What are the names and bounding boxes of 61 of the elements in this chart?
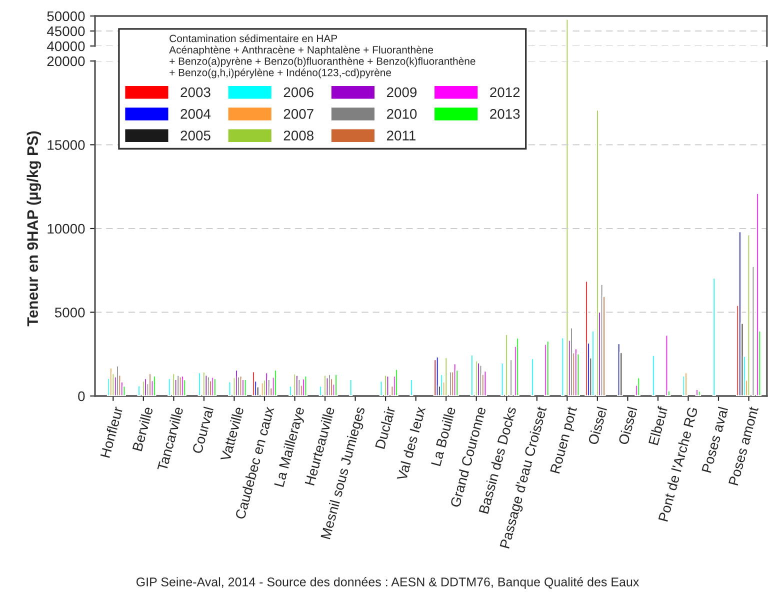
legend-label: 2009 xyxy=(386,87,417,98)
bar xyxy=(243,378,248,396)
x-tick-label: Val des Ieux xyxy=(396,406,426,482)
bar xyxy=(182,378,186,396)
x-tick-label: Berville xyxy=(132,406,154,452)
y-tick-label: 45000 xyxy=(46,26,85,36)
bar xyxy=(738,230,742,396)
x-tick-label: Elbeuf xyxy=(648,406,668,446)
y-tick-label: 5000 xyxy=(54,308,85,318)
bar xyxy=(636,376,640,396)
bar xyxy=(697,390,702,396)
legend-label: 2012 xyxy=(490,87,520,98)
y-tick-label: 0 xyxy=(78,391,85,402)
legend-label: 2003 xyxy=(180,87,210,98)
bar xyxy=(228,380,232,396)
x-tick-label: Duclair xyxy=(374,406,396,450)
x-tick-label: Poses aval xyxy=(701,406,728,473)
x-tick-label: Rouen port xyxy=(550,406,580,474)
x-tick-label: Poses amont xyxy=(728,406,759,486)
bar xyxy=(394,368,398,396)
bar xyxy=(712,277,716,396)
legend-label: 2005 xyxy=(180,130,210,140)
x-tick-label: La Bouille xyxy=(430,406,456,466)
legend-label: 2010 xyxy=(386,108,417,119)
bar xyxy=(516,337,520,396)
x-tick-label: Courval xyxy=(192,406,214,454)
legend-label: 2013 xyxy=(490,108,520,119)
chart-subtitle: Acénaphtène + Anthracène + Naphtalène + Fluoranthène + Benzo(a)pyrène + Benzo(b)fluoranthène + Benzo(k)fluoranthène + Benzo(g,h,i)pérylène + Indéno(123,-cd)pyrène xyxy=(169,46,476,78)
x-tick-label: Oissel xyxy=(618,406,638,445)
legend-label: 2007 xyxy=(284,108,314,119)
bar xyxy=(334,374,338,396)
x-tick-label: Oissel xyxy=(588,406,608,445)
bar xyxy=(684,372,688,396)
y-axis-title: Teneur en 9HAP (µg/kg PS) xyxy=(26,131,42,326)
x-tick-label: Honfleur xyxy=(100,406,123,458)
bar xyxy=(410,378,414,396)
legend-label: 2008 xyxy=(284,130,314,140)
bar xyxy=(304,375,308,396)
legend-label: 2004 xyxy=(180,108,211,119)
bar xyxy=(530,358,534,396)
bar xyxy=(122,385,126,396)
y-tick-label: 40000 xyxy=(46,41,85,52)
bar xyxy=(213,378,217,396)
bar xyxy=(470,354,474,396)
y-tick-label: 15000 xyxy=(48,140,85,150)
y-tick-label: 10000 xyxy=(48,224,85,234)
bar xyxy=(386,375,390,396)
bar xyxy=(274,369,278,396)
legend-label: 2011 xyxy=(386,130,416,140)
bar xyxy=(746,234,751,396)
bar xyxy=(349,378,353,396)
text: GIP Seine-Aval, 2014 - Source des données : AESN & DDTM76, Banque Qualité des Eaux xyxy=(136,577,640,589)
legend-label: 2006 xyxy=(284,87,314,98)
x-tick-label: Vatteville xyxy=(220,406,244,462)
y-tick-label: 50000 xyxy=(47,11,85,22)
bar xyxy=(546,340,550,396)
bar xyxy=(664,334,669,396)
legend-title: Contamination sédimentaire en HAP xyxy=(170,34,338,42)
bar xyxy=(444,356,448,396)
bar xyxy=(652,354,656,396)
y-tick-label: 20000 xyxy=(47,56,85,66)
